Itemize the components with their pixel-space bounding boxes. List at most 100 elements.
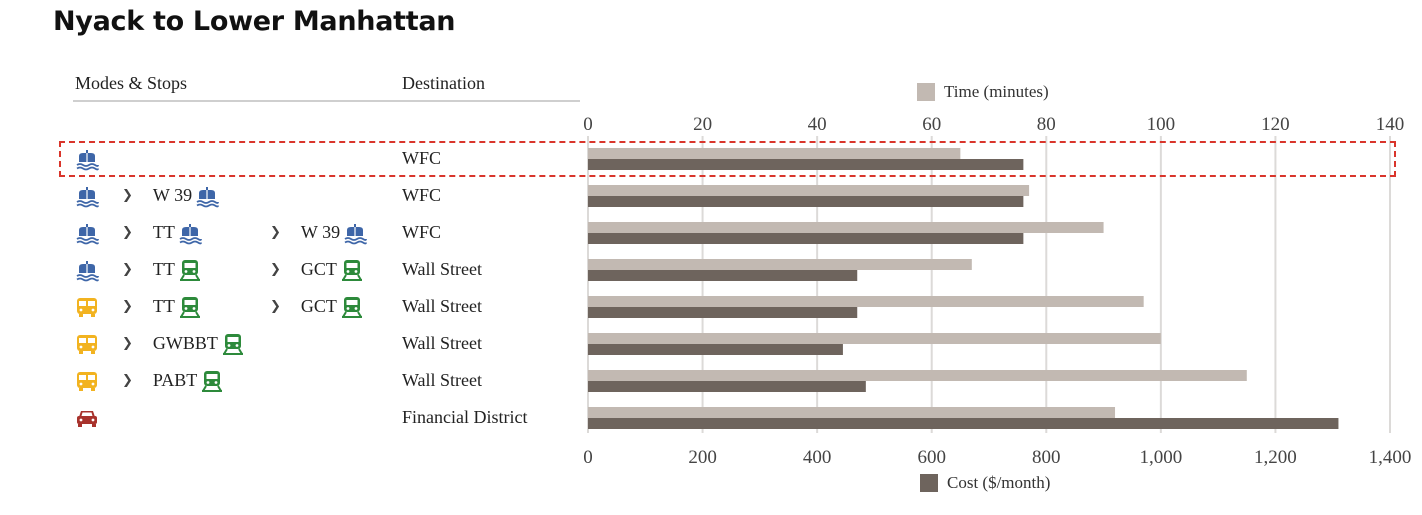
route-segment [75,362,99,399]
bottom-tick-label: 400 [803,447,832,468]
cost-bar [588,270,858,281]
destination-label: Wall Street [402,370,483,390]
cost-bar [588,233,1024,244]
cost-bar [588,418,1339,429]
bottom-tick-label: 1,000 [1139,447,1182,468]
time-legend: Time (minutes) [917,82,1049,102]
route-segment [75,214,99,251]
time-bar [588,333,1161,344]
train-icon [178,295,202,319]
ferry-icon [75,147,99,171]
top-tick-label: 140 [1376,114,1405,135]
stop-name: GCT [300,259,337,279]
bottom-tick-label: 800 [1032,447,1061,468]
top-tick-label: 80 [1037,114,1056,135]
chevron-right-icon: ❯ [122,373,133,388]
top-tick-label: 40 [808,114,827,135]
train-icon [340,258,364,282]
stop-name: GWBBT [152,333,218,353]
route-row: WFC [0,140,580,177]
route-row: ❯ W 39 WFC [0,177,580,214]
stop-name: W 39 [152,185,193,205]
route-segment: ❯ GCT [270,288,364,325]
train-icon [178,258,202,282]
stop-name: TT [152,259,175,279]
route-segment [75,325,99,362]
stop-name: TT [152,296,175,316]
chevron-right-icon: ❯ [122,225,133,240]
bottom-tick-label: 0 [583,447,593,468]
route-segment: ❯ GCT [270,251,364,288]
time-legend-swatch [917,83,935,101]
bus-icon [75,295,99,319]
destination-label: Financial District [402,407,528,427]
bottom-tick-label: 200 [688,447,717,468]
train-icon [340,295,364,319]
cost-bar [588,307,858,318]
route-row: ❯ TT ❯ W 39 WFC [0,214,580,251]
chevron-right-icon: ❯ [122,188,133,203]
route-segment: ❯ W 39 [270,214,367,251]
time-bar [588,259,972,270]
top-tick-label: 120 [1261,114,1290,135]
cost-legend: Cost ($/month) [920,473,1050,493]
ferry-icon [75,258,99,282]
time-bar [588,407,1116,418]
car-icon [75,406,99,430]
modes-stops-header: Modes & Stops [75,73,188,93]
cost-bar [588,159,1024,170]
chevron-right-icon: ❯ [122,299,133,314]
destination-header: Destination [402,73,485,93]
stop-name: PABT [152,370,198,390]
ferry-icon [178,221,202,245]
bottom-tick-label: 1,200 [1254,447,1297,468]
stop-name: W 39 [300,222,341,242]
route-segment: ❯ GWBBT [122,325,245,362]
cost-bar [588,196,1024,207]
cost-bar [588,381,866,392]
destination-label: Wall Street [402,296,483,316]
cost-bar [588,344,843,355]
cost-legend-swatch [920,474,938,492]
top-tick-label: 100 [1147,114,1176,135]
page-title: Nyack to Lower Manhattan [53,6,456,37]
bus-icon [75,369,99,393]
ferry-icon [343,221,367,245]
route-segment [75,140,99,177]
route-segment: ❯ TT [122,288,202,325]
stop-name: GCT [300,296,337,316]
route-segment: ❯ TT [122,214,202,251]
stop-name: TT [152,222,175,242]
destination-label: WFC [402,148,442,168]
route-segment [75,251,99,288]
bottom-tick-label: 1,400 [1369,447,1412,468]
highlighted-row-box [59,141,1396,177]
route-row: ❯ GWBBT Wall Street [0,325,580,362]
chevron-right-icon: ❯ [270,225,281,240]
destination-label: WFC [402,222,442,242]
route-segment: ❯ TT [122,251,202,288]
chevron-right-icon: ❯ [122,336,133,351]
ferry-icon [75,184,99,208]
time-bar [588,296,1144,307]
route-row: ❯ PABT Wall Street [0,362,580,399]
chevron-right-icon: ❯ [270,299,281,314]
destination-label: Wall Street [402,333,483,353]
route-segment: ❯ PABT [122,362,224,399]
route-segment [75,399,99,436]
ferry-icon [195,184,219,208]
cost-legend-label: Cost ($/month) [947,473,1051,492]
destination-label: Wall Street [402,259,483,279]
route-row: ❯ TT ❯ GCT Wall Street [0,251,580,288]
train-icon [221,332,245,356]
route-segment: ❯ W 39 [122,177,219,214]
route-row: ❯ TT ❯ GCT Wall Street [0,288,580,325]
chevron-right-icon: ❯ [122,262,133,277]
top-tick-label: 20 [693,114,712,135]
route-row: Financial District [0,399,580,436]
route-segment [75,177,99,214]
time-bar [588,222,1104,233]
header-rule [73,100,580,102]
time-bar [588,370,1247,381]
